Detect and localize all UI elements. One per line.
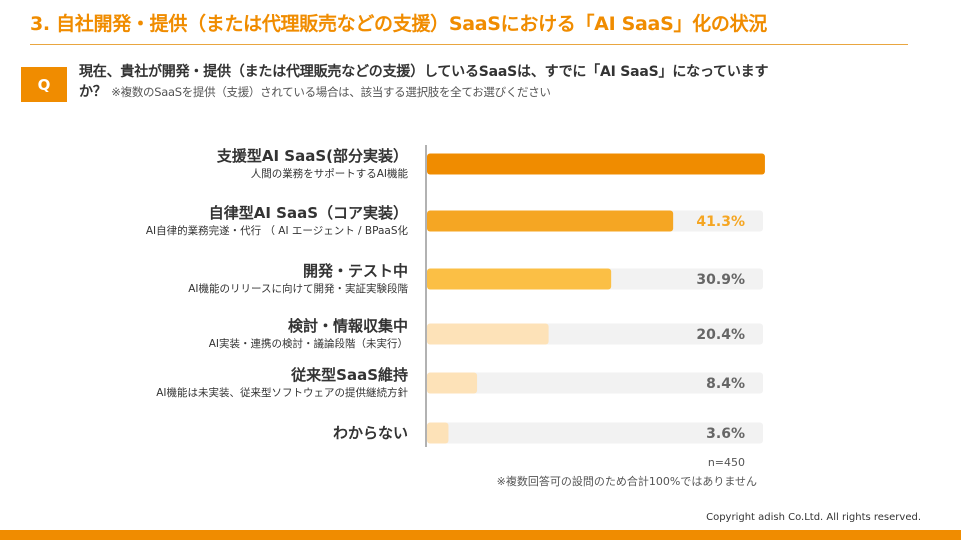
value-label: 3.6% bbox=[706, 426, 745, 442]
category-label: 従来型SaaS維持 bbox=[290, 366, 408, 384]
category-label: 開発・テスト中 bbox=[303, 262, 408, 280]
question-note: ※複数のSaaSを提供（支援）されている場合は、該当する選択肢を全てお選びくださ… bbox=[111, 85, 551, 99]
copyright: Copyright adish Co.Ltd. All rights reser… bbox=[706, 512, 921, 523]
value-label: 20.4% bbox=[696, 327, 745, 343]
category-description: AI実装・連携の検討・議論段階（未実行） bbox=[209, 337, 408, 350]
category-description: AI機能は未実装、従来型ソフトウェアの提供継続方針 bbox=[156, 386, 408, 399]
value-label: 41.3% bbox=[696, 214, 745, 230]
category-description: AI自律的業務完遂・代行 （ AI エージェント / BPaaS化 bbox=[146, 224, 409, 237]
question-line-2: か？ bbox=[79, 84, 107, 100]
question-badge: Q bbox=[21, 67, 67, 102]
category-description: AI機能のリリースに向けて開発・実証実験段階 bbox=[188, 282, 408, 295]
page-title: 3. 自社開発・提供（または代理販売などの支援）SaaSにおける「AI SaaS… bbox=[30, 13, 767, 35]
value-label: 30.9% bbox=[696, 272, 745, 288]
bar bbox=[427, 153, 765, 175]
question-line-1: 現在、貴社が開発・提供（または代理販売などの支援）しているSaaSは、すでに「A… bbox=[79, 64, 769, 80]
category-label: わからない bbox=[333, 424, 408, 442]
bar bbox=[427, 323, 549, 345]
bar bbox=[427, 422, 449, 444]
category-description: 人間の業務をサポートするAI機能 bbox=[251, 167, 409, 180]
category-label: 支援型AI SaaS(部分実装） bbox=[216, 147, 408, 165]
value-label: 8.4% bbox=[706, 376, 745, 392]
bar bbox=[427, 210, 674, 232]
value-label: 56.7% bbox=[696, 157, 745, 173]
question-text: 現在、貴社が開発・提供（または代理販売などの支援）しているSaaSは、すでに「A… bbox=[79, 62, 945, 102]
title-divider bbox=[30, 44, 908, 45]
sample-size-note: n=450 bbox=[708, 456, 745, 469]
bar bbox=[427, 268, 612, 290]
bar-track bbox=[427, 422, 763, 444]
footer-bar bbox=[0, 530, 961, 540]
bar-track bbox=[427, 372, 763, 394]
category-label: 自律型AI SaaS（コア実装） bbox=[209, 204, 408, 222]
footnote: ※複数回答可の設問のため合計100%ではありません bbox=[497, 474, 757, 488]
category-label: 検討・情報収集中 bbox=[288, 317, 408, 335]
bar bbox=[427, 372, 478, 394]
